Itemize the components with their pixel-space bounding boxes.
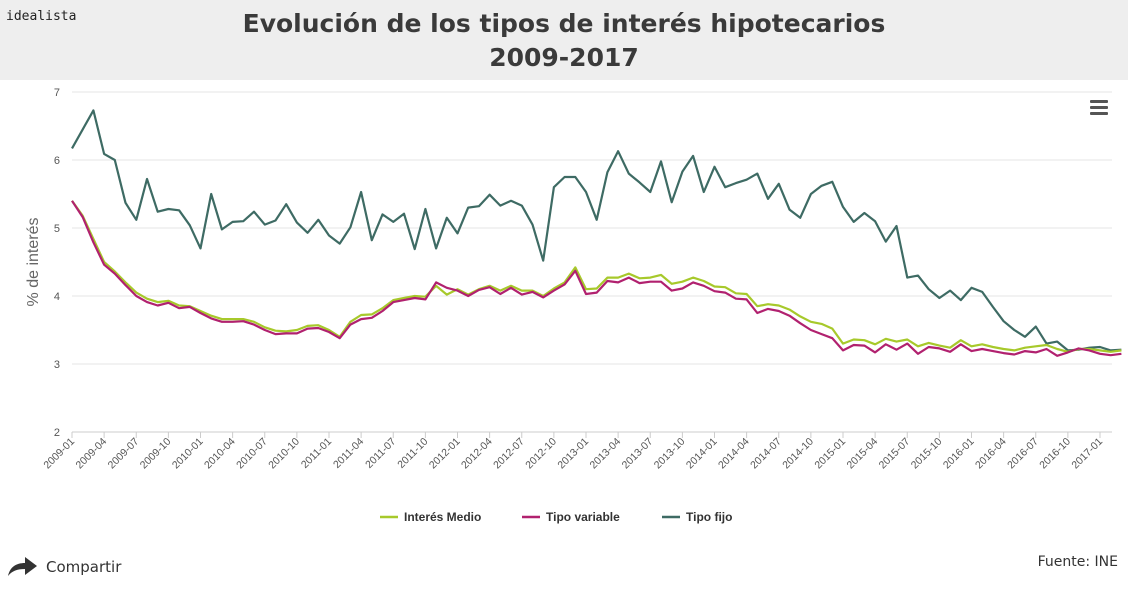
share-arrow-icon: [8, 557, 37, 576]
x-tick-label: 2012-07: [491, 436, 527, 472]
share-button[interactable]: Compartir: [6, 555, 121, 579]
y-tick-label: 5: [54, 223, 60, 235]
x-tick-label: 2016-10: [1037, 436, 1073, 472]
x-tick-label: 2009-01: [41, 436, 77, 472]
brand-logo: idealista: [6, 9, 77, 24]
legend-label: Tipo variable: [546, 510, 620, 524]
x-tick-label: 2009-04: [74, 436, 110, 472]
x-tick-label: 2016-07: [1005, 436, 1041, 472]
y-tick-label: 6: [54, 155, 60, 167]
series-line-interes-medio: [71, 200, 1122, 353]
x-tick-label: 2015-07: [877, 436, 913, 472]
legend-label: Tipo fijo: [686, 510, 732, 524]
x-tick-label: 2011-04: [331, 436, 366, 471]
x-tick-label: 2014-01: [684, 436, 720, 472]
x-tick-label: 2016-04: [973, 436, 1009, 472]
y-tick-label: 4: [54, 291, 60, 303]
chart-subtitle: 2009-2017: [489, 43, 639, 72]
x-tick-label: 2011-07: [363, 436, 398, 471]
x-tick-label: 2017-01: [1069, 436, 1105, 472]
x-tick-label: 2012-04: [459, 436, 495, 472]
source-note: Fuente: INE: [1037, 554, 1118, 570]
x-tick-label: 2009-10: [138, 436, 174, 472]
x-tick-label: 2014-10: [780, 436, 816, 472]
chart-header: idealista Evolución de los tipos de inte…: [0, 0, 1128, 80]
x-tick-label: 2016-01: [941, 436, 977, 472]
x-tick-label: 2009-07: [106, 436, 142, 472]
x-tick-label: 2010-01: [170, 436, 206, 472]
x-tick-label: 2012-10: [523, 436, 559, 472]
x-tick-label: 2015-04: [845, 436, 881, 472]
y-axis-title: % de interés: [25, 218, 42, 307]
x-tick-label: 2011-01: [299, 436, 334, 471]
x-tick-label: 2013-10: [652, 436, 688, 472]
x-tick-label: 2015-10: [909, 436, 945, 472]
y-tick-label: 2: [54, 427, 60, 439]
y-tick-label: 7: [54, 87, 60, 99]
x-tick-label: 2013-04: [588, 436, 624, 472]
hamburger-menu-icon[interactable]: [1088, 99, 1110, 117]
chart-title: Evolución de los tipos de interés hipote…: [242, 9, 886, 38]
series-line-tipo-fijo: [71, 109, 1122, 352]
y-tick-label: 3: [54, 359, 60, 371]
x-tick-label: 2014-04: [716, 436, 752, 472]
x-tick-label: 2013-07: [620, 436, 656, 472]
x-tick-label: 2012-01: [427, 436, 463, 472]
x-tick-label: 2010-04: [202, 436, 238, 472]
x-tick-label: 2011-10: [395, 436, 430, 471]
x-tick-label: 2014-07: [748, 436, 784, 472]
x-tick-label: 2015-01: [812, 436, 848, 472]
share-label: Compartir: [46, 558, 122, 576]
x-tick-label: 2013-01: [555, 436, 591, 472]
legend-label: Interés Medio: [404, 510, 481, 524]
x-tick-label: 2010-10: [266, 436, 302, 472]
x-tick-label: 2010-07: [234, 436, 270, 472]
series-line-tipo-variable: [71, 200, 1122, 357]
